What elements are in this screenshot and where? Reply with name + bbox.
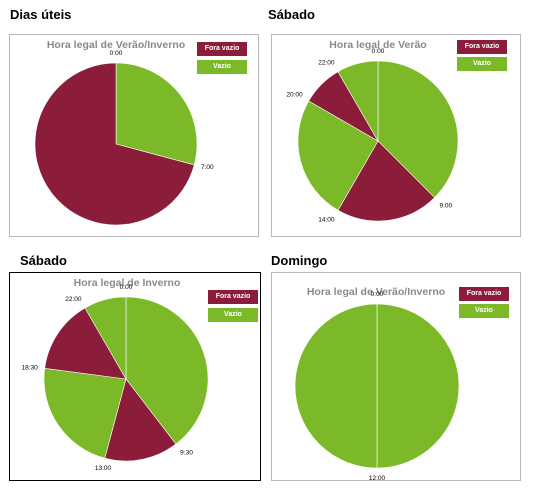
pie-slice-fora-vazio: [337, 140, 435, 222]
chart-panel-domingo: Hora legal de Verão/Inverno Fora vazio V…: [271, 272, 521, 482]
legend-fora-vazio: Fora vazio: [197, 42, 247, 56]
pie-chart: 0:00 12:00: [294, 291, 460, 482]
pie-slice-fora-vazio: [34, 62, 195, 226]
pie-tick-label: 22:00: [318, 60, 335, 67]
legend-fora-vazio: Fora vazio: [208, 290, 258, 304]
pie-tick-label: 13:00: [95, 465, 112, 472]
pie-tick-label: 9:30: [180, 450, 193, 457]
legend-vazio: Vazio: [457, 57, 507, 71]
pie-tick-label: 0:00: [372, 48, 385, 55]
heading-sabado-inverno: Sábado: [20, 253, 67, 268]
pie-slice-vazio: [84, 296, 127, 381]
chart-title: Hora legal de Inverno: [73, 277, 181, 289]
legend-vazio: Vazio: [208, 308, 258, 322]
pie-slice-vazio: [376, 303, 460, 469]
pie-tick-label: 7:00: [201, 164, 214, 171]
pie-slice-vazio: [43, 367, 127, 459]
chart-panel-sabado-inverno: Hora legal de Inverno Fora vazio Vazio 0…: [9, 272, 261, 481]
pie-slice-vazio: [377, 60, 459, 198]
pie-tick-label: 0:00: [371, 291, 384, 298]
pie-slice-fora-vazio: [104, 378, 177, 462]
pie-tick-label: 18:30: [21, 364, 38, 371]
pie-chart: 0:00 7:00: [34, 50, 214, 226]
pie-tick-label: 0:00: [120, 284, 133, 291]
pie-tick-label: 22:00: [65, 296, 82, 303]
pie-slice-vazio: [337, 60, 379, 143]
pie-tick-label: 0:00: [110, 50, 123, 57]
chart-panel-dias-uteis: Hora legal de Verão/Inverno Fora vazio V…: [9, 34, 259, 237]
pie-slice-fora-vazio: [44, 307, 127, 380]
heading-domingo: Domingo: [271, 253, 328, 268]
pie-tick-label: 14:00: [318, 216, 335, 223]
legend-vazio: Vazio: [197, 60, 247, 74]
pie-tick-label: 12:00: [369, 475, 386, 482]
pie-slice-vazio: [115, 62, 198, 166]
legend-vazio: Vazio: [459, 304, 509, 318]
pie-tick-label: 20:00: [286, 92, 303, 99]
legend-fora-vazio: Fora vazio: [459, 287, 509, 301]
pie-slice-vazio: [294, 303, 378, 469]
chart-title: Hora legal de Verão: [329, 39, 427, 51]
chart-title: Hora legal de Verão/Inverno: [306, 286, 446, 298]
pie-chart: 0:00 9:30 13:00 18:30 22:00: [21, 284, 209, 472]
chart-title: Hora legal de Verão/Inverno: [46, 39, 186, 51]
pie-slice-vazio: [125, 296, 209, 445]
legend-fora-vazio: Fora vazio: [457, 40, 507, 54]
heading-sabado-verao: Sábado: [268, 7, 315, 22]
pie-chart: 0:00 9:00 14:00 20:00 22:00: [286, 48, 459, 223]
heading-dias-uteis: Dias úteis: [10, 7, 72, 22]
pie-slice-vazio: [297, 100, 379, 211]
pie-tick-label: 9:00: [440, 203, 453, 210]
chart-panel-sabado-verao: Hora legal de Verão Fora vazio Vazio 0:0…: [271, 34, 521, 237]
